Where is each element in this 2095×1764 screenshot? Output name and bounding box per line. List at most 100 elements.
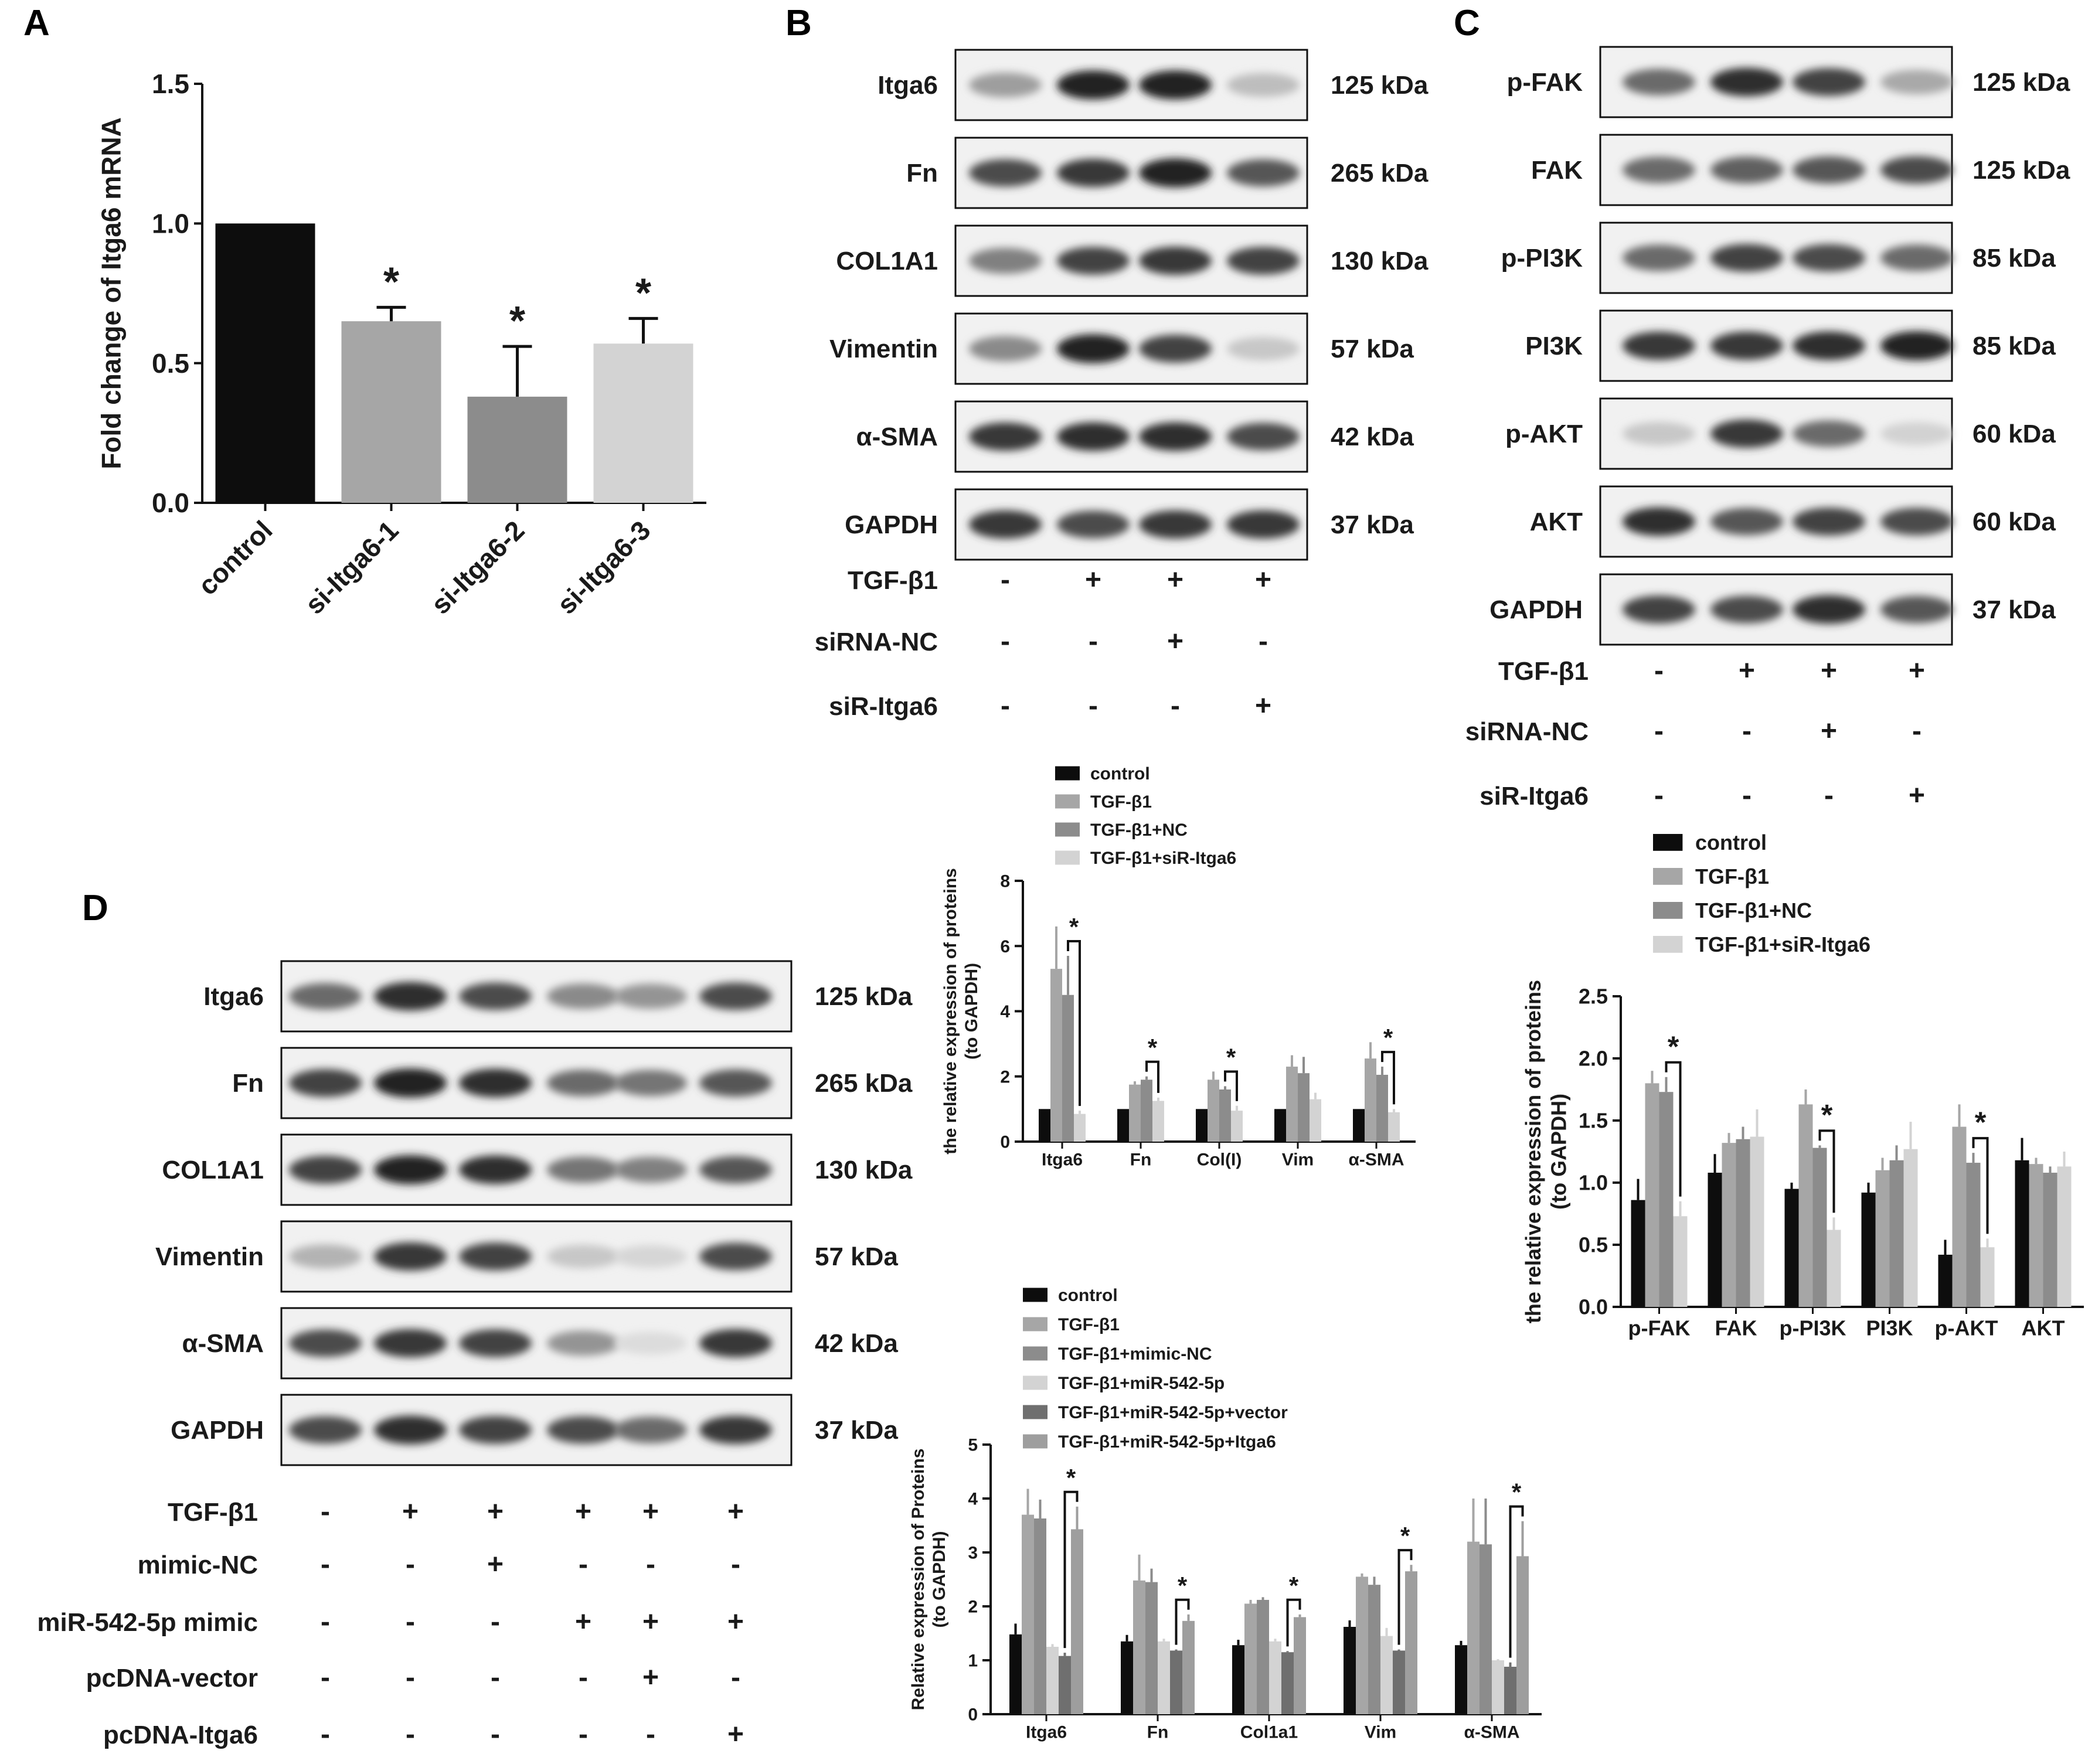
- bar: [1467, 1541, 1480, 1714]
- protein-band: [1139, 510, 1212, 539]
- chart-b: 0 2 4 6 8 the relative expression of proteins…: [941, 764, 1416, 1170]
- condition-sign: -: [1001, 564, 1010, 595]
- panel-letter-c: C: [1454, 3, 1480, 43]
- y-tick-label: 1.0: [1579, 1171, 1608, 1195]
- molecular-weight-label: 125 kDa: [815, 982, 913, 1011]
- legend-swatch: [1653, 868, 1683, 885]
- protein-band: [614, 1245, 687, 1268]
- bar: [1274, 1109, 1286, 1142]
- x-tick-label: p-AKT: [1935, 1316, 1998, 1340]
- bar: [1344, 1626, 1356, 1714]
- bar: [1071, 1529, 1083, 1714]
- panel-c: C: [1454, 3, 1480, 43]
- molecular-weight-label: 60 kDa: [1972, 508, 2056, 536]
- protein-band: [1227, 337, 1300, 360]
- bar: [1117, 1109, 1129, 1142]
- x-tick-label: control: [192, 515, 278, 601]
- bar: [1219, 1089, 1231, 1142]
- condition-sign: -: [321, 1549, 330, 1580]
- legend-label: TGF-β1: [1090, 792, 1152, 812]
- bar: [1046, 1647, 1059, 1714]
- bar: [1492, 1660, 1504, 1714]
- blot-row-label: Itga6: [878, 71, 938, 100]
- legend-label: TGF-β1+miR-542-5p+Itga6: [1058, 1432, 1276, 1452]
- condition-label: siRNA-NC: [815, 628, 938, 656]
- condition-label: TGF-β1: [168, 1498, 258, 1527]
- legend-swatch: [1055, 794, 1080, 809]
- condition-sign: +: [1255, 564, 1271, 595]
- protein-band: [614, 983, 687, 1009]
- x-tick-label: Col1a1: [1240, 1723, 1298, 1742]
- significance-bracket: [1509, 1505, 1524, 1658]
- protein-band: [374, 1155, 447, 1184]
- bar: [2043, 1173, 2057, 1307]
- bar: [1380, 1636, 1393, 1714]
- protein-band: [1880, 508, 1953, 536]
- bar: [1231, 1111, 1243, 1142]
- condition-label: mimic-NC: [138, 1551, 258, 1579]
- y-tick-label: 5: [968, 1436, 978, 1455]
- x-tick-label: AKT: [2022, 1316, 2065, 1340]
- blot-row-label: Vimentin: [829, 335, 938, 363]
- protein-band: [547, 983, 620, 1009]
- y-tick-label: 2.0: [1579, 1047, 1608, 1071]
- bar: [215, 223, 315, 503]
- bar: [1376, 1074, 1388, 1142]
- x-tick-label: Fn: [1130, 1150, 1152, 1170]
- protein-band: [1710, 595, 1783, 624]
- condition-sign: -: [1001, 626, 1010, 657]
- protein-band: [969, 422, 1042, 451]
- protein-band: [1227, 423, 1300, 451]
- bar: [1009, 1634, 1022, 1714]
- blot-row-label: COL1A1: [836, 247, 938, 275]
- legend-label: control: [1090, 764, 1150, 784]
- y-tick-label: 2.5: [1579, 985, 1608, 1009]
- bar: [1750, 1136, 1764, 1307]
- condition-sign: -: [1654, 655, 1664, 686]
- condition-sign: -: [321, 1496, 330, 1527]
- x-tick-label: Fn: [1147, 1723, 1169, 1742]
- protein-band: [289, 1156, 362, 1184]
- bar: [1310, 1099, 1321, 1142]
- protein-band: [547, 1070, 620, 1096]
- condition-label: siR-Itga6: [829, 692, 938, 721]
- molecular-weight-label: 130 kDa: [1331, 247, 1429, 275]
- panel-letter-d: D: [82, 888, 108, 928]
- x-tick-label: PI3K: [1866, 1316, 1913, 1340]
- protein-band: [969, 510, 1042, 539]
- protein-band: [1623, 595, 1695, 624]
- protein-band: [374, 1242, 447, 1271]
- protein-band: [1623, 244, 1695, 271]
- significance-star: *: [1668, 1030, 1679, 1063]
- legend-label: TGF-β1: [1058, 1315, 1120, 1334]
- molecular-weight-label: 42 kDa: [1331, 423, 1414, 451]
- bar: [1182, 1620, 1195, 1714]
- legend-label: TGF-β1+miR-542-5p: [1058, 1374, 1225, 1393]
- y-axis-label: (to GAPDH): [962, 963, 981, 1060]
- bar: [1480, 1544, 1492, 1714]
- condition-sign: -: [1742, 780, 1751, 811]
- protein-band: [1880, 331, 1953, 360]
- bar: [1393, 1650, 1405, 1714]
- bar: [1158, 1641, 1170, 1714]
- molecular-weight-label: 85 kDa: [1972, 244, 2056, 273]
- bar: [1129, 1084, 1141, 1142]
- bar: [1074, 1113, 1086, 1142]
- blot-row-label: Fn: [906, 159, 938, 188]
- protein-band: [459, 1242, 532, 1271]
- protein-band: [969, 72, 1042, 98]
- condition-sign: +: [1909, 655, 1925, 686]
- molecular-weight-label: 265 kDa: [1331, 159, 1429, 188]
- condition-sign: -: [491, 1662, 500, 1693]
- significance-bracket: [1818, 1129, 1835, 1213]
- condition-sign: -: [1001, 690, 1010, 721]
- y-tick-label: 0: [1000, 1133, 1010, 1152]
- protein-band: [289, 1329, 362, 1357]
- western-blot-layer: Itga6 125 kDa Fn 265 kDa COL1A1 130 kDa Viment…: [37, 46, 2070, 1750]
- protein-band: [1793, 420, 1865, 447]
- condition-sign: -: [321, 1606, 330, 1637]
- molecular-weight-label: 130 kDa: [815, 1156, 913, 1184]
- bar: [1022, 1514, 1034, 1714]
- significance-bracket: [1224, 1070, 1238, 1101]
- protein-band: [1057, 334, 1130, 363]
